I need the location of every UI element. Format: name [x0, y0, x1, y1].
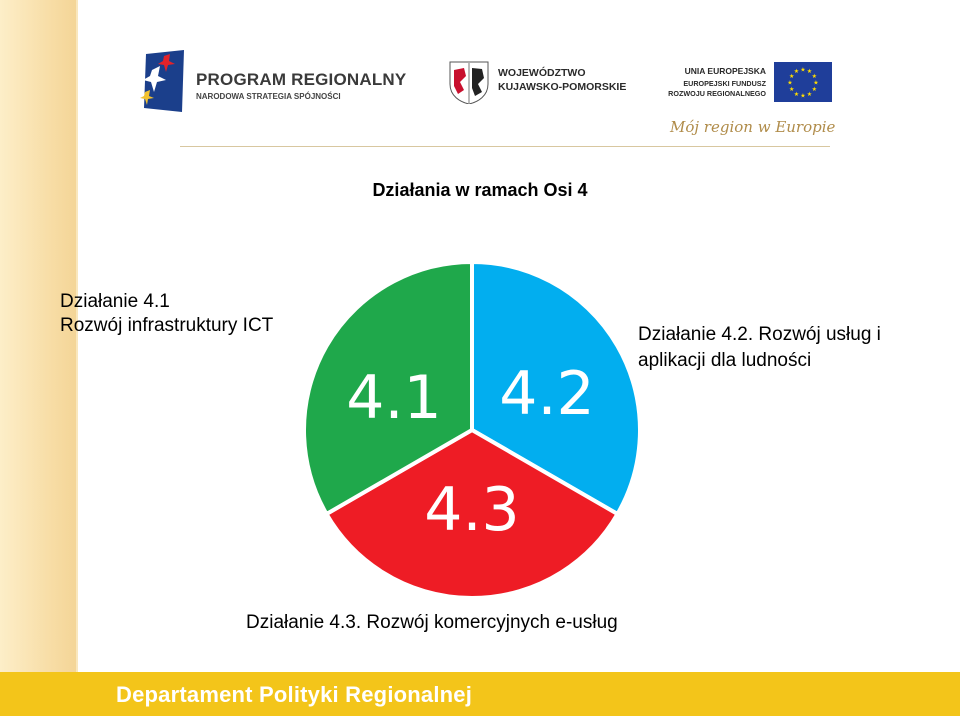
- eu-flag-icon: ★ ★★★★★★★★★★★: [774, 62, 832, 102]
- eu-logo-line1: UNIA EUROPEJSKA: [684, 66, 766, 76]
- pie-chart-svg: 4.2 4.3 4.1: [302, 259, 642, 600]
- slogan-text: Mój region w Europie: [670, 118, 836, 136]
- left-strip-edge: [76, 0, 78, 672]
- eu-star-icon: ★: [789, 86, 794, 93]
- eu-star-icon: ★: [794, 91, 799, 98]
- label-42-line2: aplikacji dla ludności: [638, 350, 812, 371]
- pie-label-4-2: 4.2: [499, 359, 594, 429]
- label-dzialanie-4-1: Działanie 4.1 Rozwój infrastruktury ICT: [60, 290, 273, 338]
- wojewodztwo-logo: WOJEWÓDZTWO KUJAWSKO-POMORSKIE: [448, 60, 628, 110]
- label-41-line1: Działanie 4.1: [60, 291, 170, 312]
- program-regionalny-logo: PROGRAM REGIONALNY NARODOWA STRATEGIA SP…: [140, 50, 406, 120]
- footer-department-name: Departament Polityki Regionalnej: [116, 682, 473, 707]
- region-logo-line1: WOJEWÓDZTWO: [498, 67, 586, 79]
- label-dzialanie-4-3: Działanie 4.3. Rozwój komercyjnych e-usł…: [246, 612, 618, 633]
- pie-label-4-3: 4.3: [424, 475, 519, 545]
- eu-star-icon: ★: [812, 73, 817, 80]
- coat-of-arms-icon: [449, 61, 489, 104]
- eu-star-icon: ★: [800, 67, 805, 74]
- label-42-line1: Działanie 4.2. Rozwój usług i: [638, 324, 881, 345]
- left-decorative-strip: [0, 0, 76, 716]
- program-logo-title: PROGRAM REGIONALNY: [196, 70, 407, 89]
- eu-star-icon: ★: [807, 91, 812, 98]
- slide-title: Działania w ramach Osi 4: [372, 180, 588, 200]
- region-logo-line2: KUJAWSKO-POMORSKIE: [498, 81, 627, 93]
- eu-logo: UNIA EUROPEJSKA EUROPEJSKI FUNDUSZ ROZWO…: [668, 62, 832, 106]
- pie-slice-4-2: [470, 259, 642, 517]
- eu-star-icon: ★: [812, 86, 817, 93]
- eu-logo-line3: ROZWOJU REGIONALNEGO: [668, 89, 766, 98]
- eu-star-icon: ★: [789, 73, 794, 80]
- eu-star-icon: ★: [813, 80, 818, 87]
- eu-star-icon: ★: [794, 68, 799, 75]
- label-41-line2: Rozwój infrastruktury ICT: [60, 315, 274, 336]
- eu-star-icon: ★: [807, 68, 812, 75]
- pie-slice-4-1: [302, 259, 474, 517]
- eu-star-icon: ★: [787, 80, 792, 87]
- program-regionalny-emblem-icon: [140, 50, 184, 112]
- pie-label-4-1: 4.1: [346, 363, 441, 433]
- pie-chart: 4.2 4.3 4.1: [300, 258, 644, 602]
- footer-bar: Departament Polityki Regionalnej: [0, 672, 960, 716]
- label-dzialanie-4-2: Działanie 4.2. Rozwój usług i aplikacji …: [638, 322, 881, 374]
- program-logo-subtitle: NARODOWA STRATEGIA SPÓJNOŚCI: [196, 92, 341, 101]
- header-divider: [180, 146, 830, 147]
- eu-star-icon: ★: [800, 93, 805, 100]
- eu-logo-line2: EUROPEJSKI FUNDUSZ: [683, 79, 766, 88]
- pie-slice-4-3: [323, 427, 621, 600]
